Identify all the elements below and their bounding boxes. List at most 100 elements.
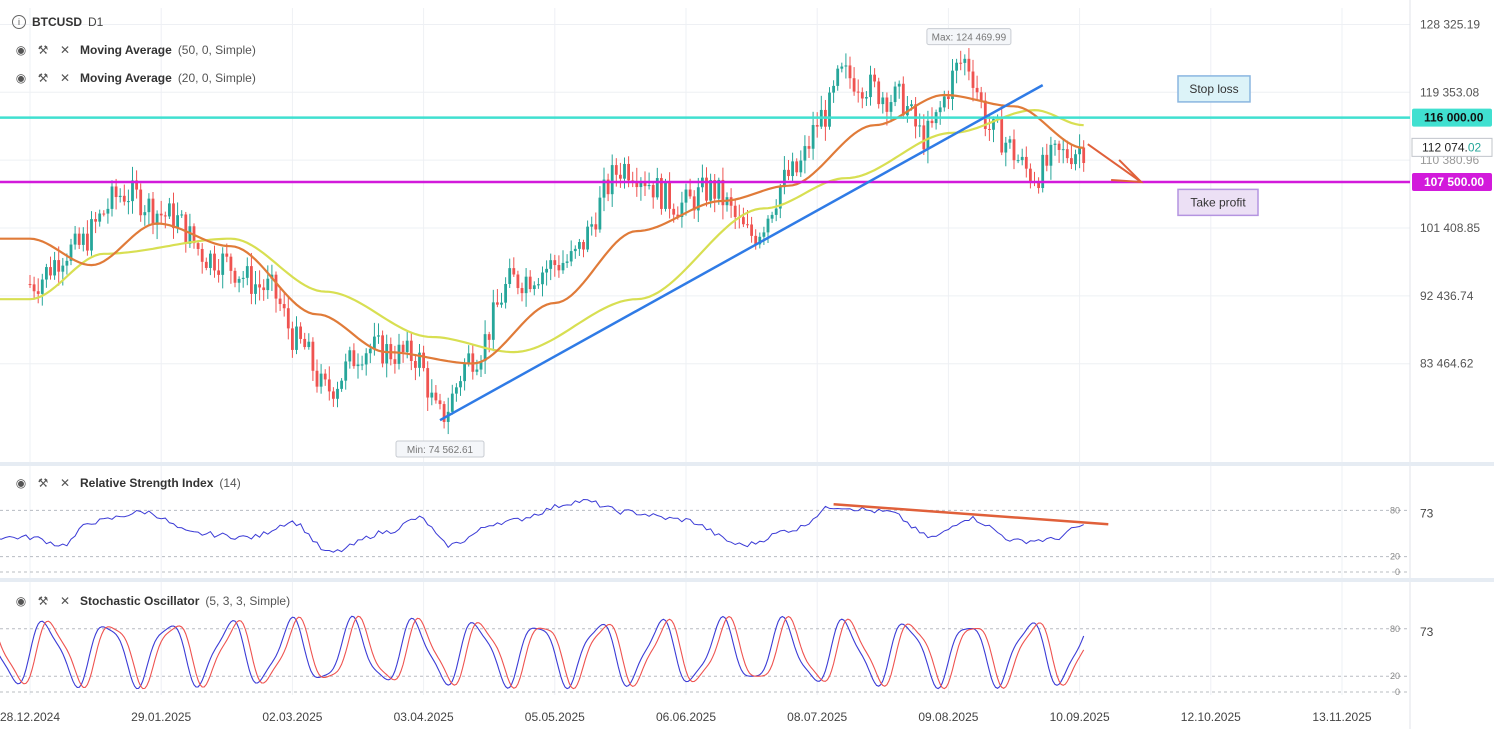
rsi-name: Relative Strength Index (80, 476, 214, 490)
candle-body (971, 71, 975, 88)
candle-body (295, 326, 298, 350)
candle-body (992, 119, 995, 130)
candle-body (508, 268, 512, 284)
candle-body (885, 97, 889, 112)
candle-body (282, 304, 286, 309)
eye-icon[interactable]: ◉ (15, 594, 27, 608)
wrench-icon[interactable]: ⚒ (37, 43, 49, 57)
candle-body (578, 242, 581, 249)
candle-body (90, 219, 93, 251)
candle-body (893, 86, 897, 103)
candle-body (955, 62, 958, 71)
candle-body (467, 353, 471, 364)
candle-body (541, 272, 544, 285)
candle-body (352, 350, 356, 367)
candle-body (664, 181, 667, 209)
candle-body (532, 285, 536, 290)
candle-body (500, 302, 503, 305)
eye-icon[interactable]: ◉ (15, 476, 27, 490)
candle-body (1024, 156, 1028, 169)
stoch-level-label: 20 (1390, 671, 1400, 681)
candle-body (1016, 160, 1020, 162)
candle-body (459, 381, 462, 388)
candle-body (377, 335, 380, 337)
close-icon[interactable]: ✕ (59, 43, 71, 57)
min-label-box (395, 440, 485, 458)
candle-body (647, 184, 651, 187)
wrench-icon[interactable]: ⚒ (37, 71, 49, 85)
candle-body (795, 161, 799, 173)
candle-body (930, 120, 934, 124)
candle-body (938, 107, 942, 113)
ma20-name: Moving Average (80, 71, 172, 85)
candle-body (881, 97, 885, 105)
candle-body (1041, 154, 1045, 189)
candle-body (733, 205, 737, 217)
eye-icon[interactable]: ◉ (15, 43, 27, 57)
candle-body (873, 74, 876, 82)
candle-body (1000, 118, 1004, 153)
candle-body (524, 276, 528, 294)
candle-body (569, 251, 573, 262)
ma20-line (0, 93, 1084, 365)
take-profit-annotation (1177, 188, 1259, 217)
trendline (439, 84, 1044, 422)
candle-body (303, 338, 307, 348)
x-tick-label: 03.04.2025 (394, 710, 454, 724)
ma50-header: ◉ ⚒ ✕ Moving Average (50, 0, Simple) (12, 41, 256, 59)
wrench-icon[interactable]: ⚒ (37, 594, 49, 608)
candle-body (1004, 142, 1008, 153)
candle-body (442, 404, 446, 422)
candle-body (168, 203, 171, 217)
candle-body (783, 169, 786, 188)
close-icon[interactable]: ✕ (59, 594, 71, 608)
candle-body (237, 278, 241, 283)
candle-body (81, 233, 85, 245)
candle-body (635, 181, 639, 188)
candle-body (364, 353, 368, 365)
candle-body (61, 265, 65, 272)
stoch-name: Stochastic Oscillator (80, 594, 200, 608)
max-label: Max: 124 469.99 (932, 33, 1007, 44)
x-tick-label: 10.09.2025 (1050, 710, 1110, 724)
stoch-params: (5, 3, 3, Simple) (205, 594, 291, 608)
candle-body (528, 276, 532, 290)
candle-body (914, 104, 917, 127)
x-tick-label: 29.01.2025 (131, 710, 191, 724)
candle-body (639, 182, 643, 188)
close-icon[interactable]: ✕ (59, 476, 71, 490)
candle-body (705, 177, 708, 201)
candle-body (750, 224, 753, 236)
symbol-header: i BTCUSD D1 (12, 15, 103, 29)
candle-body (286, 308, 290, 329)
candle-body (983, 100, 987, 129)
rsi-header: ◉ ⚒ ✕ Relative Strength Index (14) (12, 474, 241, 492)
candle-body (959, 62, 963, 64)
candle-body (45, 267, 48, 280)
stop-loss-price-tag (1412, 108, 1492, 127)
candle-body (1065, 149, 1069, 159)
candle-body (40, 279, 44, 294)
candle-body (291, 328, 294, 350)
candle-body (1020, 156, 1024, 161)
candle-body (832, 85, 835, 93)
candle-body (381, 335, 384, 364)
candle-body (696, 187, 700, 211)
candle-body (122, 195, 126, 202)
rsi-value-label: 73 (1420, 506, 1434, 520)
candle-body (455, 387, 458, 394)
candle-body (139, 189, 143, 216)
eye-icon[interactable]: ◉ (15, 71, 27, 85)
ma20-params: (20, 0, Simple) (177, 71, 256, 85)
close-icon[interactable]: ✕ (59, 71, 71, 85)
candle-body (807, 146, 811, 149)
rsi-level-label: 80 (1390, 505, 1400, 515)
candle-body (651, 184, 655, 198)
info-icon[interactable]: i (12, 15, 26, 29)
ma50-name: Moving Average (80, 43, 172, 57)
candle-body (1008, 139, 1012, 143)
candle-body (951, 70, 954, 99)
candle-body (188, 226, 192, 244)
wrench-icon[interactable]: ⚒ (37, 476, 49, 490)
